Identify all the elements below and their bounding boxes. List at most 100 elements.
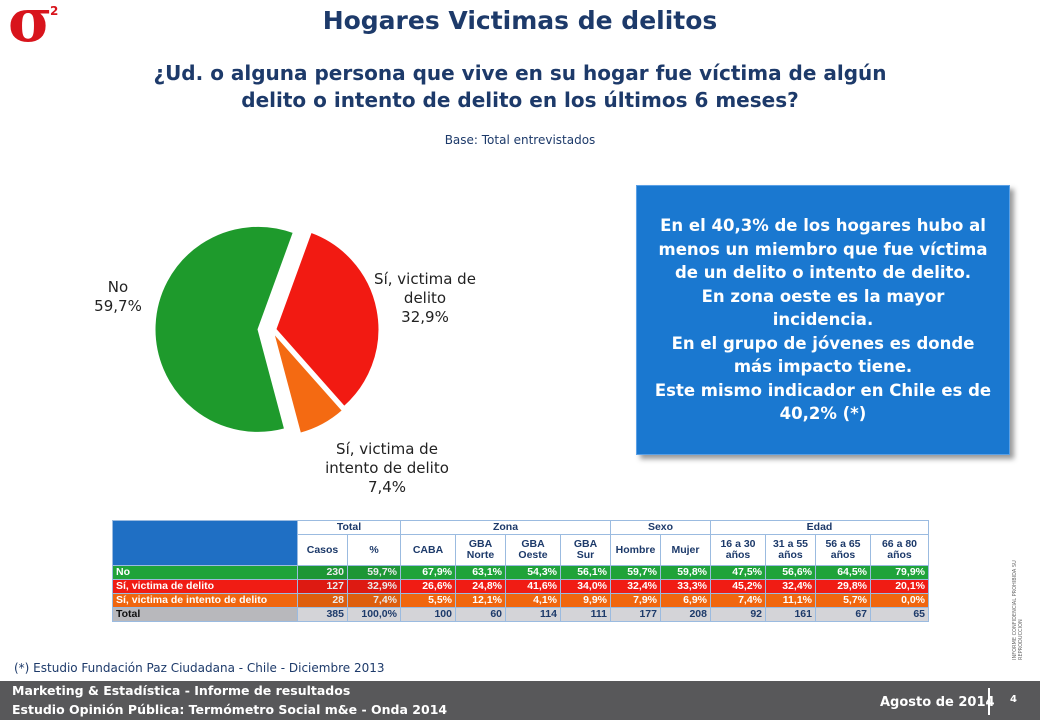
table-cell: 34,0% bbox=[560, 579, 611, 594]
table-cell: 385 bbox=[297, 607, 348, 622]
table-cell: 56 a 65 años bbox=[815, 534, 871, 566]
table-cell: 54,3% bbox=[505, 565, 561, 580]
table-cell: 92 bbox=[710, 607, 766, 622]
table-cell: 24,8% bbox=[455, 579, 506, 594]
table-cell: 111 bbox=[560, 607, 611, 622]
category-label: Sí, victima de delito bbox=[374, 270, 476, 307]
footer-bar bbox=[0, 681, 1040, 720]
value-label: 7,4% bbox=[367, 478, 407, 496]
table-cell: No bbox=[112, 565, 298, 580]
page-number: 4 bbox=[1010, 694, 1017, 705]
footer-date: Agosto de 2014 bbox=[880, 695, 995, 710]
pie-slice bbox=[154, 225, 294, 433]
table-cell: 29,8% bbox=[815, 579, 871, 594]
table-cell: 4,1% bbox=[505, 593, 561, 608]
table-cell: 7,4% bbox=[710, 593, 766, 608]
table-cell: 66 a 80 años bbox=[870, 534, 929, 566]
table-cell: Mujer bbox=[660, 534, 711, 566]
results-table: Total Zona Sexo Edad Casos% CABA GBA Norte GBA … bbox=[112, 520, 929, 622]
pie-label: Sí, victima de delito 32,9% bbox=[370, 270, 480, 327]
table-cell: Hombre bbox=[610, 534, 661, 566]
table-cell: 177 bbox=[610, 607, 661, 622]
pie-label: No 59,7% bbox=[88, 278, 148, 316]
table-cell: Edad bbox=[710, 520, 929, 535]
callout-line: En zona oeste es la mayor incidencia. bbox=[701, 286, 945, 330]
note: (*) Estudio Fundación Paz Ciudadana - Ch… bbox=[14, 661, 385, 675]
pie-chart bbox=[154, 225, 380, 434]
table-cell: Total bbox=[297, 520, 401, 535]
table-cell: % bbox=[347, 534, 401, 566]
title: Hogares Victimas de delitos bbox=[322, 6, 718, 35]
separator bbox=[988, 688, 990, 715]
footer-line: Marketing & Estadística - Informe de res… bbox=[12, 683, 351, 698]
value-label: 32,9% bbox=[401, 308, 449, 326]
table-cell: 32,4% bbox=[765, 579, 816, 594]
question: ¿Ud. o alguna persona que vive en su hog… bbox=[153, 61, 887, 112]
table-cell: 208 bbox=[660, 607, 711, 622]
table-cell: GBA Norte bbox=[455, 534, 506, 566]
side-note: INFORME CONFIDENCIAL PROHIBIDA SU REPROD… bbox=[1012, 560, 1024, 660]
callout-line: En el 40,3% de los hogares hubo al menos… bbox=[658, 216, 988, 283]
table-cell: 161 bbox=[765, 607, 816, 622]
table-cell: 56,6% bbox=[765, 565, 816, 580]
table-cell bbox=[112, 520, 298, 566]
pie-slice bbox=[273, 333, 343, 434]
value-label: 59,7% bbox=[94, 297, 142, 315]
table-cell: GBA Sur bbox=[560, 534, 611, 566]
base: Base: Total entrevistados bbox=[444, 133, 596, 147]
table-cell: 5,7% bbox=[815, 593, 871, 608]
table-cell: Sí, victima de intento de delito bbox=[112, 593, 298, 608]
table-cell: 67,9% bbox=[400, 565, 456, 580]
table-cell: 5,5% bbox=[400, 593, 456, 608]
table-cell: 65 bbox=[870, 607, 929, 622]
table-cell: 230 bbox=[297, 565, 348, 580]
table-cell: 100,0% bbox=[347, 607, 401, 622]
table-cell: Sexo bbox=[610, 520, 711, 535]
table-cell: 67 bbox=[815, 607, 871, 622]
table-cell: 31 a 55 años bbox=[765, 534, 816, 566]
table-cell: 59,7% bbox=[347, 565, 401, 580]
table-cell: Casos bbox=[297, 534, 348, 566]
table-cell: 9,9% bbox=[560, 593, 611, 608]
table-cell: GBA Oeste bbox=[505, 534, 561, 566]
table-cell: 59,7% bbox=[610, 565, 661, 580]
table-cell: Zona bbox=[400, 520, 611, 535]
table-cell: 47,5% bbox=[710, 565, 766, 580]
table-cell: 12,1% bbox=[455, 593, 506, 608]
table-cell: 32,9% bbox=[347, 579, 401, 594]
table-cell: 64,5% bbox=[815, 565, 871, 580]
table-cell: 0,0% bbox=[870, 593, 929, 608]
category-label: Sí, victima de intento de delito bbox=[325, 440, 449, 477]
table-cell: 6,9% bbox=[660, 593, 711, 608]
table-cell: 7,9% bbox=[610, 593, 661, 608]
table-cell: Total bbox=[112, 607, 298, 622]
pie-label: Sí, victima de intento de delito 7,4% bbox=[322, 440, 452, 497]
table-cell: 56,1% bbox=[560, 565, 611, 580]
table-cell: CABA bbox=[400, 534, 456, 566]
category-label: No bbox=[107, 278, 129, 296]
table-cell: 63,1% bbox=[455, 565, 506, 580]
table-cell: 59,8% bbox=[660, 565, 711, 580]
table-cell: 127 bbox=[297, 579, 348, 594]
callout-line: Este mismo indicador en Chile es de 40,2… bbox=[654, 380, 992, 424]
table-cell: 60 bbox=[455, 607, 506, 622]
table-cell: 41,6% bbox=[505, 579, 561, 594]
table-cell: 32,4% bbox=[610, 579, 661, 594]
logo-superscript: 2 bbox=[50, 4, 59, 18]
table-cell: 20,1% bbox=[870, 579, 929, 594]
logo: σ bbox=[8, 0, 53, 56]
pie-slice bbox=[275, 231, 380, 408]
table-cell: 33,3% bbox=[660, 579, 711, 594]
table-cell: 28 bbox=[297, 593, 348, 608]
table-cell: Sí, victima de delito bbox=[112, 579, 298, 594]
table-cell: 26,6% bbox=[400, 579, 456, 594]
table-cell: 11,1% bbox=[765, 593, 816, 608]
footer-line: Estudio Opinión Pública: Termómetro Soci… bbox=[12, 702, 448, 717]
table-cell: 100 bbox=[400, 607, 456, 622]
table-cell: 7,4% bbox=[347, 593, 401, 608]
table-cell: 16 a 30 años bbox=[710, 534, 766, 566]
table-cell: 79,9% bbox=[870, 565, 929, 580]
callout-line: En el grupo de jóvenes es donde más impa… bbox=[671, 333, 975, 377]
table-cell: 45,2% bbox=[710, 579, 766, 594]
